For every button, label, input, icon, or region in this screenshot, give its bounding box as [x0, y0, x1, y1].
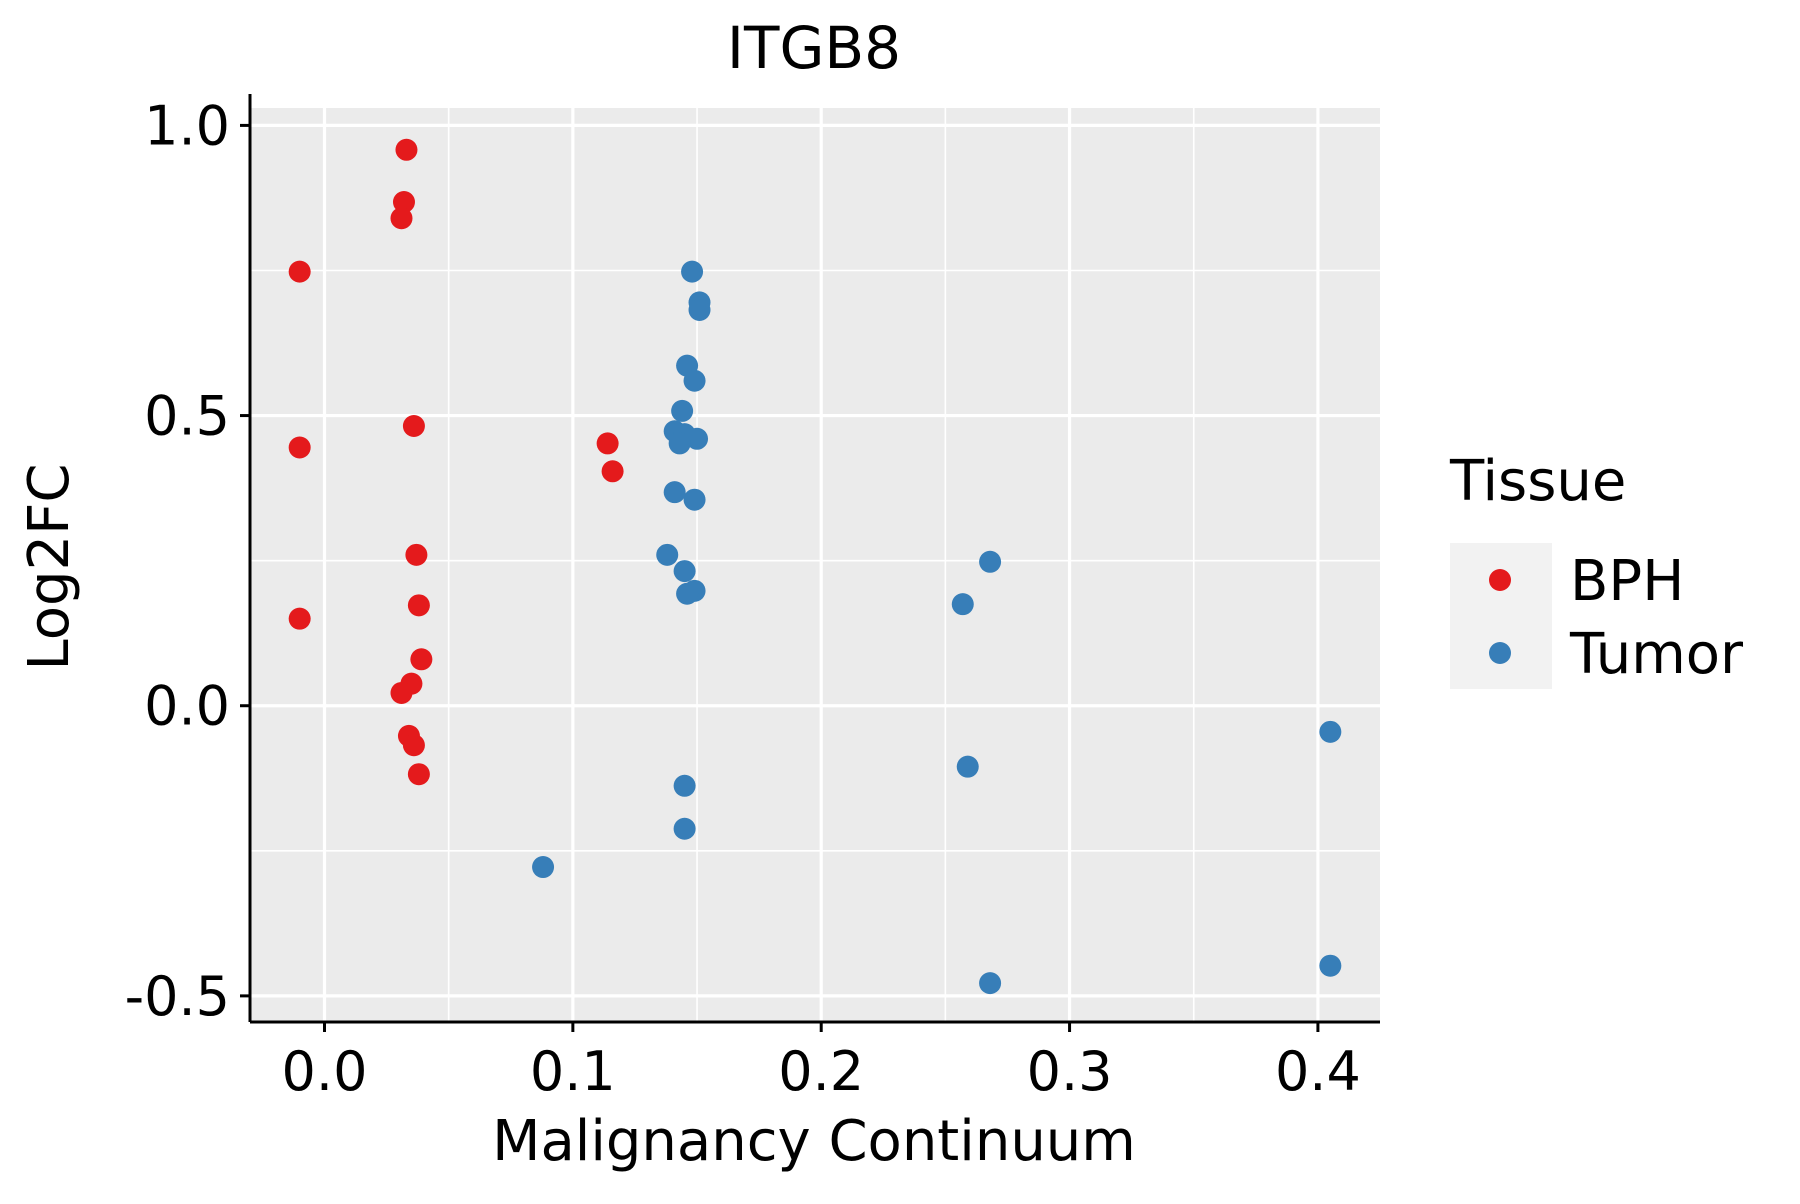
y-axis-title: Log2FC [17, 464, 82, 671]
data-point-bph [410, 648, 433, 671]
data-point-tumor [532, 856, 555, 879]
panel-background [250, 108, 1380, 1022]
data-point-tumor [683, 369, 706, 392]
data-point-bph [402, 734, 425, 757]
data-point-tumor [673, 817, 696, 840]
data-point-bph [288, 260, 311, 283]
data-point-tumor [979, 972, 1002, 995]
data-point-tumor [951, 593, 974, 616]
data-point-bph [395, 138, 418, 161]
data-point-tumor [1319, 720, 1342, 743]
data-point-tumor [683, 488, 706, 511]
plot-panel [250, 108, 1380, 1022]
data-point-bph [407, 594, 430, 617]
legend-key-bph [1489, 569, 1511, 591]
data-point-tumor [956, 755, 979, 778]
x-tick-label: 0.4 [1275, 1040, 1361, 1103]
data-point-bph [390, 207, 413, 230]
axes: 0.0 0.1 0.2 0.3 0.4 -0.5 0.0 0.5 1.0 [125, 94, 1380, 1103]
data-point-tumor [668, 432, 691, 455]
legend-title: Tissue [1449, 449, 1626, 514]
data-points [288, 138, 1342, 995]
legend-key-tumor [1489, 642, 1511, 664]
data-point-bph [601, 460, 624, 483]
data-point-bph [392, 191, 415, 214]
x-tick-label: 0.0 [282, 1040, 368, 1103]
series-tumor [532, 260, 1342, 995]
x-tick-label: 0.3 [1027, 1040, 1113, 1103]
data-point-tumor [1319, 954, 1342, 977]
data-point-tumor [671, 399, 694, 422]
x-tick-label: 0.2 [778, 1040, 864, 1103]
data-point-bph [405, 543, 428, 566]
data-point-tumor [673, 560, 696, 583]
y-tick-label: 1.0 [144, 94, 230, 157]
chart-title: ITGB8 [727, 14, 901, 82]
data-point-tumor [681, 260, 704, 283]
data-point-tumor [676, 582, 699, 605]
data-point-tumor [663, 481, 686, 504]
legend-key-background [1450, 543, 1552, 689]
legend: Tissue BPH Tumor [1449, 449, 1744, 689]
data-point-bph [596, 432, 619, 455]
data-point-tumor [673, 774, 696, 797]
data-point-bph [407, 763, 430, 786]
legend-label-bph: BPH [1570, 549, 1684, 614]
data-point-bph [288, 607, 311, 630]
x-axis-title: Malignancy Continuum [492, 1109, 1136, 1174]
data-point-tumor [688, 298, 711, 321]
data-point-bph [288, 436, 311, 459]
data-point-bph [390, 681, 413, 704]
y-tick-label: 0.0 [144, 675, 230, 738]
data-point-tumor [656, 543, 679, 566]
series-bph [288, 138, 624, 786]
x-tick-label: 0.1 [530, 1040, 616, 1103]
data-point-tumor [979, 550, 1002, 573]
y-tick-label: 0.5 [144, 385, 230, 448]
data-point-bph [402, 415, 425, 438]
y-tick-label: -0.5 [125, 965, 230, 1028]
legend-label-tumor: Tumor [1569, 622, 1744, 687]
data-point-tumor [686, 427, 709, 450]
